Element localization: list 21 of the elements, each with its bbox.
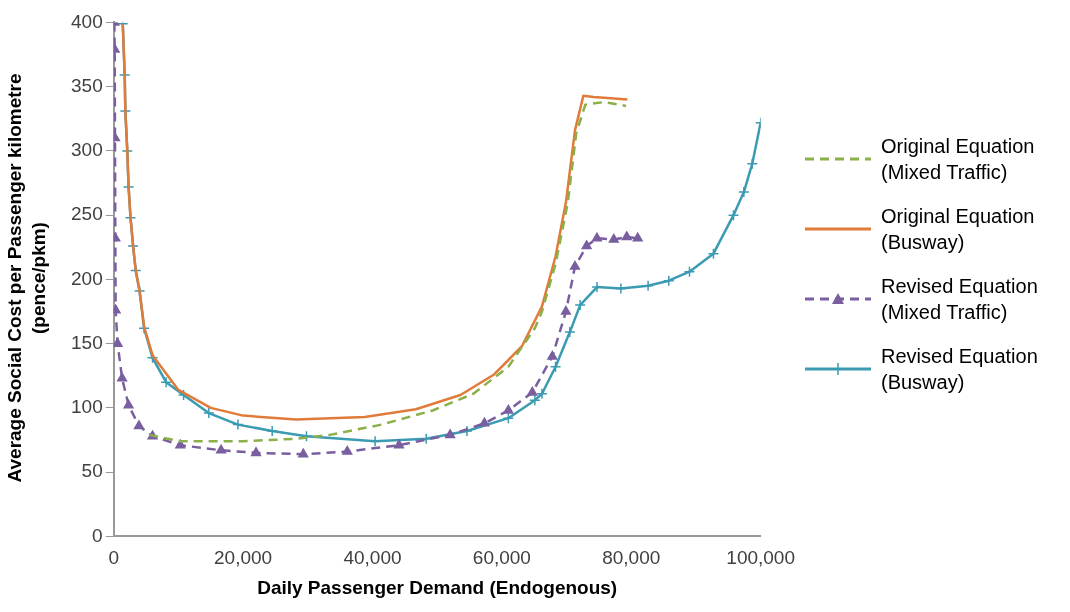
y-tick-label: 0 [92, 524, 103, 546]
y-tick-label: 50 [81, 460, 103, 482]
x-tick-label: 100,000 [726, 547, 795, 569]
y-tick-label: 300 [71, 139, 103, 161]
y-tick-label: 400 [71, 10, 103, 32]
legend-label: Original Equation (Mixed Traffic) [881, 134, 1036, 185]
legend-label: Revised Equation (Busway) [881, 344, 1039, 395]
y-tick-label: 150 [71, 331, 103, 353]
x-tick-label: 80,000 [602, 547, 661, 569]
legend-label: Revised Equation (Mixed Traffic) [881, 274, 1039, 325]
y-tick-label: 100 [71, 396, 103, 418]
y-tick-label: 350 [71, 74, 103, 96]
y-tick-label: 250 [71, 203, 103, 225]
legend-label: Original Equation (Busway) [881, 204, 1036, 255]
x-tick-label: 0 [108, 547, 119, 569]
x-tick-label: 60,000 [472, 547, 531, 569]
x-axis-title: Daily Passenger Demand (Endogenous) [257, 576, 618, 598]
y-tick-label: 200 [71, 267, 103, 289]
x-tick-label: 40,000 [343, 547, 402, 569]
y-axis-title: Average Social Cost per Passenger kilometre (pence/pkm) [3, 72, 50, 485]
x-tick-label: 20,000 [214, 547, 273, 569]
